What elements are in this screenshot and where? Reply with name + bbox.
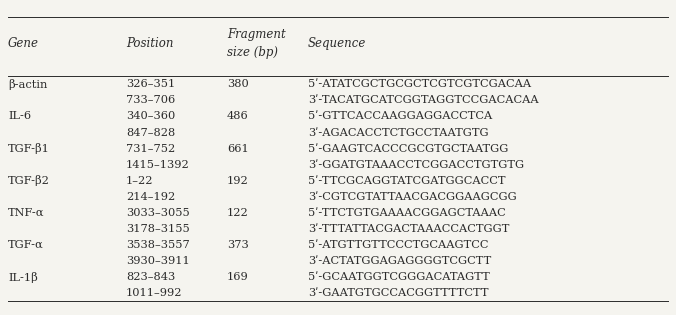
Text: TGF-β2: TGF-β2 — [8, 175, 50, 186]
Text: TGF-β1: TGF-β1 — [8, 143, 50, 154]
Text: 340–360: 340–360 — [126, 112, 175, 122]
Text: 1415–1392: 1415–1392 — [126, 160, 190, 170]
Text: 5ʹ-ATGTTGTTCCCTGCAAGTCC: 5ʹ-ATGTTGTTCCCTGCAAGTCC — [308, 240, 488, 250]
Text: 5ʹ-TTCTGTGAAAACGGAGCTAAAC: 5ʹ-TTCTGTGAAAACGGAGCTAAAC — [308, 208, 506, 218]
Text: size (bp): size (bp) — [227, 46, 278, 59]
Text: 3ʹ-AGACACCTCTGCCTAATGTG: 3ʹ-AGACACCTCTGCCTAATGTG — [308, 128, 488, 138]
Text: 1011–992: 1011–992 — [126, 288, 183, 298]
Text: Sequence: Sequence — [308, 37, 366, 50]
Text: 3538–3557: 3538–3557 — [126, 240, 190, 250]
Text: 326–351: 326–351 — [126, 79, 175, 89]
Text: 661: 661 — [227, 144, 249, 154]
Text: 3930–3911: 3930–3911 — [126, 256, 190, 266]
Text: Position: Position — [126, 37, 174, 50]
Text: Fragment: Fragment — [227, 28, 286, 42]
Text: 1–22: 1–22 — [126, 176, 153, 186]
Text: TGF-α: TGF-α — [8, 240, 44, 250]
Text: 3ʹ-ACTATGGAGAGGGGTCGCTT: 3ʹ-ACTATGGAGAGGGGTCGCTT — [308, 256, 491, 266]
Text: 5ʹ-GTTCACCAAGGAGGACCTCA: 5ʹ-GTTCACCAAGGAGGACCTCA — [308, 112, 492, 122]
Text: 486: 486 — [227, 112, 249, 122]
Text: 823–843: 823–843 — [126, 272, 175, 282]
Text: β-actin: β-actin — [8, 79, 47, 90]
Text: Gene: Gene — [8, 37, 39, 50]
Text: 3ʹ-GAATGTGCCACGGTTTTCTT: 3ʹ-GAATGTGCCACGGTTTTCTT — [308, 288, 488, 298]
Text: IL-1β: IL-1β — [8, 272, 38, 283]
Text: 5ʹ-GAAGTCACCCGCGTGCTAATGG: 5ʹ-GAAGTCACCCGCGTGCTAATGG — [308, 144, 508, 154]
Text: 733–706: 733–706 — [126, 95, 175, 106]
Text: 192: 192 — [227, 176, 249, 186]
Text: 731–752: 731–752 — [126, 144, 175, 154]
Text: 380: 380 — [227, 79, 249, 89]
Text: 214–192: 214–192 — [126, 192, 175, 202]
Text: 847–828: 847–828 — [126, 128, 175, 138]
Text: 3178–3155: 3178–3155 — [126, 224, 190, 234]
Text: 5ʹ-ATATCGCTGCGCTCGTCGTCGACAA: 5ʹ-ATATCGCTGCGCTCGTCGTCGACAA — [308, 79, 531, 89]
Text: 3033–3055: 3033–3055 — [126, 208, 190, 218]
Text: 169: 169 — [227, 272, 249, 282]
Text: 5ʹ-TTCGCAGGTATCGATGGCACCT: 5ʹ-TTCGCAGGTATCGATGGCACCT — [308, 176, 505, 186]
Text: IL-6: IL-6 — [8, 112, 31, 122]
Text: 3ʹ-TACATGCATCGGTAGGTCCGACACAA: 3ʹ-TACATGCATCGGTAGGTCCGACACAA — [308, 95, 538, 106]
Text: TNF-α: TNF-α — [8, 208, 45, 218]
Text: 5ʹ-GCAATGGTCGGGACATAGTT: 5ʹ-GCAATGGTCGGGACATAGTT — [308, 272, 489, 282]
Text: 3ʹ-GGATGTAAACCTCGGACCTGTGTG: 3ʹ-GGATGTAAACCTCGGACCTGTGTG — [308, 160, 524, 170]
Text: 122: 122 — [227, 208, 249, 218]
Text: 3ʹ-TTTATTACGACTAAACCACTGGT: 3ʹ-TTTATTACGACTAAACCACTGGT — [308, 224, 509, 234]
Text: 3ʹ-CGTCGTATTAACGACGGAAGCGG: 3ʹ-CGTCGTATTAACGACGGAAGCGG — [308, 192, 516, 202]
Text: 373: 373 — [227, 240, 249, 250]
